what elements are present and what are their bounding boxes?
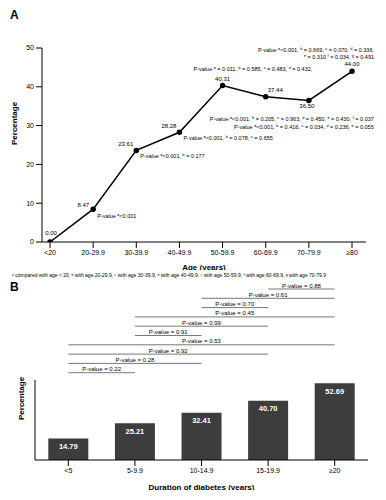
svg-text:P-value = 0.61: P-value = 0.61 xyxy=(249,292,289,298)
svg-text:P-value ᵃ<0.001, ᵇ = 0.669, ᶜ: P-value ᵃ<0.001, ᵇ = 0.669, ᶜ = 0.070, ᵈ… xyxy=(258,47,375,53)
svg-text:37.44: 37.44 xyxy=(268,87,284,93)
svg-text:ᵉ = 0.310 ᶠ = 0.034, ᵍ = 0.491: ᵉ = 0.310 ᶠ = 0.034, ᵍ = 0.491 xyxy=(304,54,374,60)
svg-text:40: 40 xyxy=(26,83,34,90)
html-text:A: A xyxy=(10,8,19,22)
svg-text:P-value ᵃ<0.001, ᵇ = 0.416, ᶜ: P-value ᵃ<0.001, ᵇ = 0.416, ᶜ = 0.034, ᵈ… xyxy=(234,124,374,130)
svg-text:40.70: 40.70 xyxy=(259,404,278,413)
svg-text:P-value = 0.45: P-value = 0.45 xyxy=(215,310,255,316)
svg-text:≥80: ≥80 xyxy=(346,249,358,256)
svg-text:25.21: 25.21 xyxy=(126,427,145,436)
svg-text:P-value = 0.99: P-value = 0.99 xyxy=(182,320,222,326)
svg-text:60-69.9: 60-69.9 xyxy=(254,249,278,256)
svg-text:Percentage: Percentage xyxy=(17,376,26,420)
svg-text:32.41: 32.41 xyxy=(192,416,211,425)
svg-text:8.47: 8.47 xyxy=(77,202,89,208)
svg-text:P-value ᵃ = 0.011, ᵇ = 0.585,: P-value ᵃ = 0.011, ᵇ = 0.585, ᶜ = 0.483,… xyxy=(194,66,313,72)
html-text:ᵃ compared with age < 20, ᵇ wi: ᵃ compared with age < 20, ᵇ with age 20-… xyxy=(12,272,326,278)
svg-text:P-value = 0.92: P-value = 0.92 xyxy=(149,348,189,354)
svg-text:40-49.9: 40-49.9 xyxy=(168,249,192,256)
svg-text:P-value = 0.53: P-value = 0.53 xyxy=(182,338,222,344)
svg-text:44.00: 44.00 xyxy=(344,61,360,67)
svg-text:Percentage: Percentage xyxy=(10,101,19,145)
svg-text:28.28: 28.28 xyxy=(161,123,177,129)
svg-text:P-value ᵃ<0.001, ᵇ = 0.205, ᶜ: P-value ᵃ<0.001, ᵇ = 0.205, ᶜ = 0.963, ᵈ… xyxy=(210,116,374,122)
svg-text:20-29.9: 20-29.9 xyxy=(81,249,105,256)
svg-text:0: 0 xyxy=(30,238,34,245)
svg-text:P-value ᵃ<0.001, ᵇ = 0.078, ᶜ: P-value ᵃ<0.001, ᵇ = 0.078, ᶜ = 0.655 xyxy=(183,135,272,141)
svg-text:14.79: 14.79 xyxy=(59,442,78,451)
svg-text:Age (years): Age (years) xyxy=(182,263,226,270)
svg-text:50-59.9: 50-59.9 xyxy=(211,249,235,256)
svg-text:10-14.9: 10-14.9 xyxy=(190,467,214,474)
svg-text:10: 10 xyxy=(26,200,34,207)
svg-text:23.61: 23.61 xyxy=(118,141,134,147)
svg-text:15-19.9: 15-19.9 xyxy=(256,467,280,474)
html-text:B: B xyxy=(10,280,19,294)
svg-text:Duration of diabetes (years): Duration of diabetes (years) xyxy=(149,483,255,490)
svg-text:P-value ᵃ<0.001, ᵇ = 0.177: P-value ᵃ<0.001, ᵇ = 0.177 xyxy=(140,153,204,159)
svg-text:30-39.9: 30-39.9 xyxy=(124,249,148,256)
svg-text:<5: <5 xyxy=(64,467,72,474)
svg-text:70-79.9: 70-79.9 xyxy=(297,249,321,256)
svg-text:40.31: 40.31 xyxy=(215,76,231,82)
svg-text:P-value ᵃ<0.001: P-value ᵃ<0.001 xyxy=(97,213,136,219)
svg-text:30: 30 xyxy=(26,122,34,129)
svg-text:P-value = 0.22: P-value = 0.22 xyxy=(82,366,122,372)
svg-text:5-9.9: 5-9.9 xyxy=(127,467,143,474)
svg-text:≥20: ≥20 xyxy=(329,467,341,474)
svg-text:P-value = 0.28: P-value = 0.28 xyxy=(115,357,155,363)
svg-text:0.00: 0.00 xyxy=(45,230,57,236)
svg-text:P-value = 0.91: P-value = 0.91 xyxy=(149,329,189,335)
svg-text:52.69: 52.69 xyxy=(325,387,344,396)
svg-text:36.50: 36.50 xyxy=(299,103,315,109)
svg-text:50: 50 xyxy=(26,44,34,51)
svg-text:P-value = 0.70: P-value = 0.70 xyxy=(215,301,255,307)
svg-text:20: 20 xyxy=(26,161,34,168)
svg-text:<20: <20 xyxy=(44,249,56,256)
svg-text:P-value = 0.88: P-value = 0.88 xyxy=(282,283,322,289)
